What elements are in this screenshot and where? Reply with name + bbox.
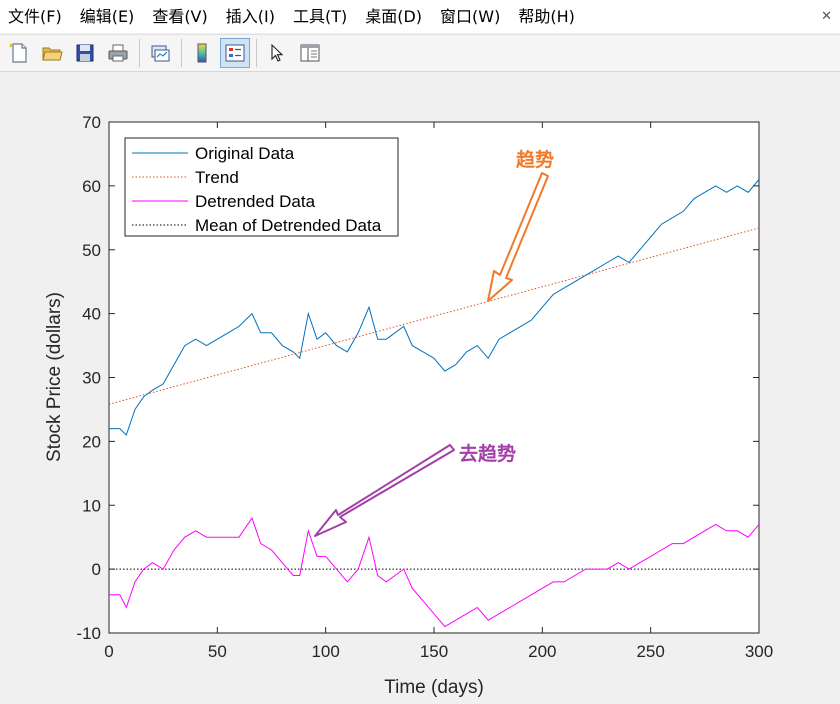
menu-help[interactable]: 帮助(H) xyxy=(518,7,575,26)
y-axis-label: Stock Price (dollars) xyxy=(44,292,65,462)
property-inspector-icon[interactable] xyxy=(295,38,325,68)
legend-label-mean: Mean of Detrended Data xyxy=(195,216,382,235)
menu-edit[interactable]: 编辑(E) xyxy=(79,7,135,26)
legend[interactable]: Original Data Trend Detrended Data Mean … xyxy=(124,137,399,237)
trend-annotation[interactable]: 趋势 xyxy=(487,148,554,302)
menu-bar: 文件(F) 编辑(E) 查看(V) 插入(I) 工具(T) 桌面(D) 窗口(W… xyxy=(0,0,840,33)
menu-view[interactable]: 查看(V) xyxy=(152,7,208,26)
y-tick-label: 70 xyxy=(82,113,101,132)
link-plot-icon[interactable] xyxy=(145,38,175,68)
toolbar-separator xyxy=(181,39,182,67)
plot-lines xyxy=(108,179,760,628)
x-tick-label: 200 xyxy=(528,642,556,661)
series-line-trend xyxy=(108,227,760,405)
menu-window[interactable]: 窗口(W) xyxy=(440,7,501,26)
open-folder-icon[interactable] xyxy=(37,38,67,68)
x-tick-label: 300 xyxy=(745,642,773,661)
legend-label-original: Original Data xyxy=(195,144,295,163)
legend-box xyxy=(124,137,399,237)
trend-arrow xyxy=(487,172,549,302)
menu-insert[interactable]: 插入(I) xyxy=(225,7,275,26)
menu-desktop[interactable]: 桌面(D) xyxy=(365,7,423,26)
save-icon[interactable] xyxy=(70,38,100,68)
y-tick-label: 30 xyxy=(82,369,101,388)
detrend-arrow xyxy=(314,444,455,537)
series-line-original-data xyxy=(109,179,760,436)
trend-annotation-text: 趋势 xyxy=(516,148,554,171)
close-icon[interactable]: ✕ xyxy=(821,9,832,24)
x-tick-label: 50 xyxy=(208,642,227,661)
x-tick-label: 0 xyxy=(104,642,113,661)
figure-toolbar xyxy=(0,34,840,72)
x-tick-label: 100 xyxy=(311,642,339,661)
x-axis-label: Time (days) xyxy=(384,677,484,698)
y-tick-label: 40 xyxy=(82,305,101,324)
detrend-annotation-text: 去趋势 xyxy=(459,442,516,465)
legend-icon[interactable] xyxy=(220,38,250,68)
y-tick-label: 60 xyxy=(82,177,101,196)
series-line-detrended-data xyxy=(109,516,760,628)
x-tick-label: 250 xyxy=(636,642,664,661)
y-tick-label: -10 xyxy=(76,624,101,643)
pointer-icon[interactable] xyxy=(262,38,292,68)
x-tick-label: 150 xyxy=(420,642,448,661)
legend-label-detrended: Detrended Data xyxy=(195,192,316,211)
new-figure-icon[interactable] xyxy=(4,38,34,68)
toolbar-separator xyxy=(139,39,140,67)
y-tick-label: 50 xyxy=(82,241,101,260)
colorbar-icon[interactable] xyxy=(187,38,217,68)
menu-tools[interactable]: 工具(T) xyxy=(292,7,348,26)
print-icon[interactable] xyxy=(103,38,133,68)
detrend-annotation[interactable]: 去趋势 xyxy=(314,442,516,537)
menu-file[interactable]: 文件(F) xyxy=(8,7,62,26)
legend-label-trend: Trend xyxy=(195,168,239,187)
toolbar-separator xyxy=(256,39,257,67)
y-tick-label: 10 xyxy=(82,496,101,515)
y-tick-label: 20 xyxy=(82,432,101,451)
y-tick-label: 0 xyxy=(92,560,101,579)
